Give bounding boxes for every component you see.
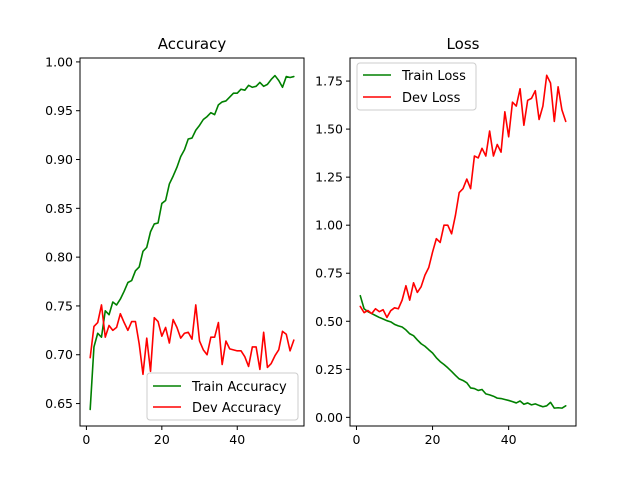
loss-y-tick-label: 0.50: [315, 314, 343, 329]
loss-y-tick-label: 0.00: [315, 410, 343, 425]
loss-x-tick-label: 40: [501, 432, 517, 447]
accuracy-x-tick-label: 0: [82, 432, 90, 447]
accuracy-y-tick-label: 0.90: [45, 152, 73, 167]
accuracy-legend: Train Accuracy Dev Accuracy: [146, 372, 299, 421]
accuracy-chart: Accuracy 0 20 40 0.65 0.70 0.75 0.80 0.85 0.90 0.…: [45, 35, 305, 447]
loss-legend-label-train: Train Loss: [401, 69, 466, 84]
loss-y-tick-label: 1.75: [315, 74, 343, 89]
accuracy-series-line-train-accuracy: [89, 74, 295, 411]
accuracy-y-tick-label: 0.70: [45, 347, 73, 362]
accuracy-y-tick-label: 0.75: [45, 298, 73, 313]
loss-chart-title: Loss: [447, 35, 480, 53]
loss-series-line-dev-loss: [359, 74, 567, 319]
loss-y-tick-label: 1.00: [315, 218, 343, 233]
loss-y-tick-label: 1.25: [315, 170, 343, 185]
loss-x-tick-label: 0: [352, 432, 360, 447]
accuracy-y-tick-label: 0.95: [45, 103, 73, 118]
accuracy-series-layer: [89, 74, 295, 411]
loss-chart: Loss 0 20 40 0.00 0.25 0.50 0.75 1.00 1.25 1.50 1.…: [315, 35, 577, 447]
accuracy-x-tick-label: 40: [229, 432, 245, 447]
accuracy-series-line-dev-accuracy: [89, 304, 295, 376]
accuracy-y-tick-label: 0.80: [45, 250, 73, 265]
loss-x-tick-label: 20: [425, 432, 441, 447]
accuracy-y-tick-label: 1.00: [45, 54, 73, 69]
loss-legend-label-dev: Dev Loss: [402, 91, 461, 106]
accuracy-y-tick-label: 0.65: [45, 396, 73, 411]
loss-y-tick-label: 0.25: [315, 362, 343, 377]
loss-y-tick-label: 0.75: [315, 266, 343, 281]
accuracy-x-tick-label: 20: [154, 432, 170, 447]
accuracy-legend-box: [146, 372, 299, 421]
accuracy-legend-label-dev: Dev Accuracy: [192, 401, 281, 416]
loss-axes-frame: [349, 57, 577, 427]
accuracy-axes-frame: [79, 57, 305, 427]
accuracy-chart-title: Accuracy: [158, 35, 227, 53]
loss-legend: Train Loss Dev Loss: [356, 62, 477, 111]
loss-y-tick-label: 1.50: [315, 122, 343, 137]
loss-series-line-train-loss: [359, 294, 567, 409]
loss-ticks: 0 20 40 0.00 0.25 0.50 0.75 1.00 1.25 1.50 1.75: [315, 74, 517, 447]
accuracy-legend-label-train: Train Accuracy: [191, 380, 287, 395]
accuracy-y-tick-label: 0.85: [45, 201, 73, 216]
loss-series-layer: [359, 74, 567, 409]
accuracy-ticks: 0 20 40 0.65 0.70 0.75 0.80 0.85 0.90 0.95 1.00: [45, 54, 245, 447]
